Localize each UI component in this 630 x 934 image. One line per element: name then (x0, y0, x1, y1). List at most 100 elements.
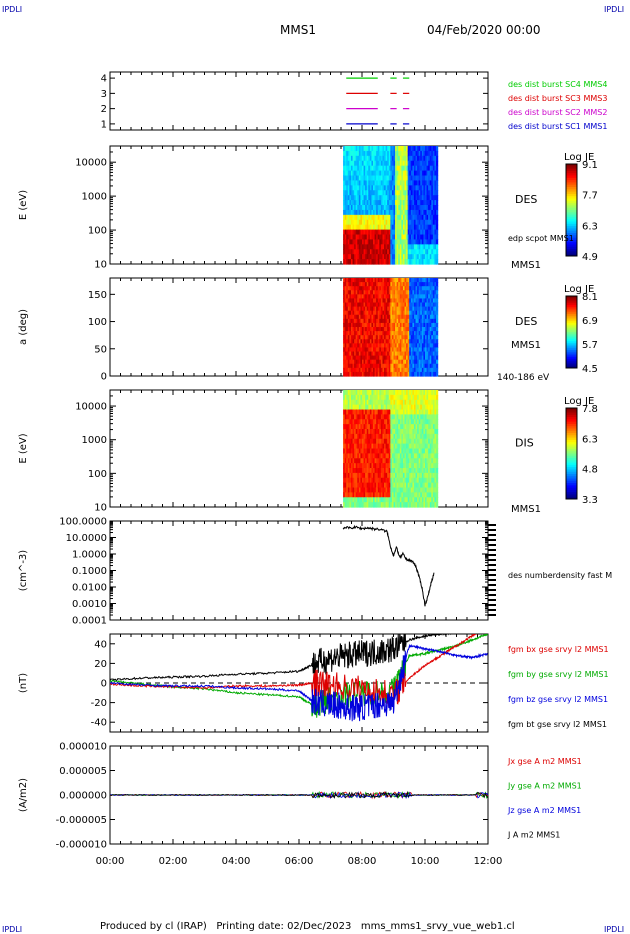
heatmap-cell (382, 306, 385, 312)
heatmap-cell (374, 229, 377, 236)
heatmap-cell (369, 448, 373, 454)
heatmap-cell (395, 310, 398, 316)
heatmap-cell (401, 322, 404, 328)
heatmap-cell (350, 249, 354, 255)
heatmap-cell (377, 200, 380, 206)
heatmap-cells (343, 278, 439, 377)
heatmap-cell (343, 282, 346, 287)
heatmap-cell (344, 331, 347, 336)
heatmap-cell (366, 219, 369, 226)
heatmap-cell (406, 468, 409, 474)
colorbar-cell (566, 428, 577, 432)
heatmap-cell (406, 165, 409, 172)
heatmap-cell (346, 322, 349, 328)
heatmap-cell (368, 482, 371, 489)
heatmap-cell (423, 298, 426, 304)
heatmap-cell (429, 229, 432, 236)
heatmap-cell (357, 347, 360, 353)
heatmap-cell (344, 409, 347, 415)
heatmap-cell (395, 150, 398, 157)
heatmap-cell (421, 278, 425, 283)
heatmap-cell (423, 165, 426, 172)
heatmap-cell (421, 205, 425, 211)
heatmap-cell (354, 259, 357, 265)
heatmap-cell (423, 399, 426, 406)
heatmap-cell (366, 229, 369, 236)
heatmap-cell (434, 371, 437, 377)
heatmap-cell (363, 487, 366, 493)
heatmap-cell (396, 160, 399, 167)
heatmap-cell (434, 424, 437, 430)
heatmap-cell (369, 424, 373, 430)
heatmap-cell (431, 244, 434, 250)
heatmap-cell (374, 195, 377, 201)
heatmap-cell (360, 290, 363, 295)
heatmap-cell (363, 165, 366, 172)
heatmap-cell (406, 294, 409, 300)
heatmap-cell (374, 160, 377, 167)
heatmap-cell (349, 414, 352, 420)
heatmap-cell (373, 367, 376, 373)
heatmap-cell (377, 160, 380, 167)
heatmap-cell (377, 429, 380, 435)
heatmap-cell (371, 502, 374, 508)
heatmap-cell (385, 482, 388, 489)
heatmap-cell (355, 278, 358, 283)
heatmap-cell (425, 477, 428, 484)
heatmap-cell (379, 355, 382, 361)
heatmap-cell (434, 335, 437, 340)
heatmap-cell (426, 175, 429, 182)
heatmap-cell (402, 390, 406, 396)
heatmap-cell (410, 229, 413, 236)
heatmap-cell (402, 419, 406, 425)
heatmap-cell (406, 209, 409, 216)
heatmap-cell (344, 294, 347, 300)
heatmap-cell (406, 414, 409, 420)
heatmap-cell (425, 363, 428, 369)
heatmap-cell (360, 371, 363, 377)
heatmap-cell (368, 302, 371, 308)
heatmap-cell (404, 438, 407, 445)
heatmap-cell (358, 318, 362, 324)
heatmap-cell (369, 294, 373, 300)
heatmap-cell (398, 282, 401, 287)
heatmap-cell (346, 298, 349, 304)
heatmap-cell (409, 433, 412, 440)
heatmap-cell (409, 502, 412, 508)
heatmap-cell (384, 239, 387, 245)
heatmap-cell (347, 322, 350, 328)
heatmap-cell (412, 259, 415, 265)
heatmap-cell (357, 433, 360, 440)
heatmap-cell (363, 229, 366, 236)
heatmap-cell (363, 448, 366, 454)
heatmap-cell (407, 286, 410, 291)
heatmap-cell (410, 234, 413, 241)
heatmap-cell (429, 209, 432, 216)
heatmap-cell (401, 347, 404, 353)
heatmap-cell (343, 150, 346, 157)
heatmap-cell (354, 347, 357, 353)
heatmap-cell (350, 359, 354, 365)
colorbar-cell (566, 193, 577, 197)
heatmap-cell (360, 399, 363, 406)
heatmap-cell (417, 331, 420, 336)
heatmap-cell (436, 492, 439, 498)
heatmap-cell (352, 433, 355, 440)
heatmap-cell (406, 282, 409, 287)
heatmap-cell (347, 219, 350, 226)
heatmap-cell (404, 339, 407, 344)
heatmap-cell (382, 278, 385, 283)
heatmap-cell (355, 477, 358, 484)
heatmap-cell (429, 453, 432, 459)
heatmap-cell (349, 463, 352, 469)
heatmap-cell (413, 492, 417, 498)
heatmap-cell (352, 278, 355, 283)
heatmap-cell (407, 404, 410, 411)
heatmap-cell (426, 219, 429, 226)
heatmap-cell (371, 214, 374, 221)
heatmap-cell (377, 224, 380, 231)
heatmap-cell (354, 390, 357, 396)
heatmap-cell (373, 399, 376, 406)
heatmap-cell (387, 259, 390, 265)
heatmap-cell (404, 224, 407, 231)
